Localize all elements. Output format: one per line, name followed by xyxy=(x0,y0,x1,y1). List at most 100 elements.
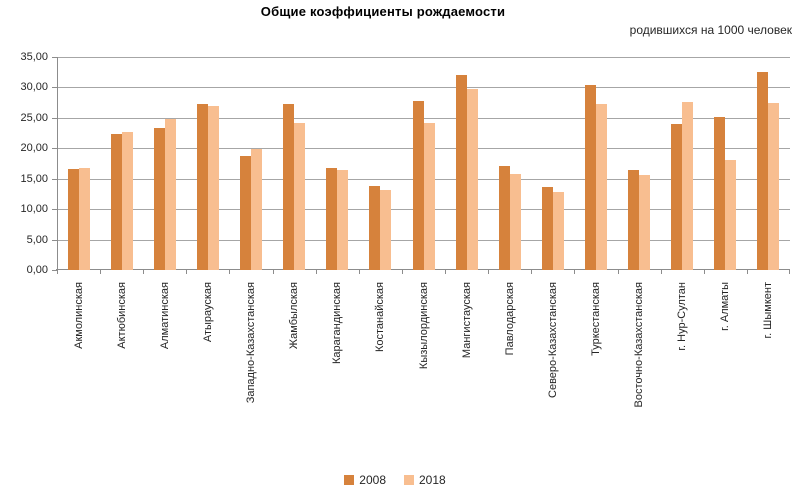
x-axis-label: Северо-Казахстанская xyxy=(546,282,559,398)
y-axis-tick xyxy=(52,270,57,271)
y-axis-tick xyxy=(52,209,57,211)
bar-2018-Восточно-Казахстанская xyxy=(639,175,651,270)
y-axis-tick-label: 5,00 xyxy=(26,233,48,246)
bar-2018-Западно-Казахстанская xyxy=(251,148,263,270)
x-axis-label: Туркестанская xyxy=(589,282,602,356)
x-axis-labels: Акмолинская Актюбинская Алматинская Атыраус… xyxy=(57,282,790,460)
x-axis-label: Жамбылская xyxy=(288,282,301,350)
x-axis-tick xyxy=(272,270,274,274)
chart-subtitle: родившихся на 1000 человек xyxy=(629,23,792,37)
x-axis-tick xyxy=(445,270,447,274)
x-axis-tick xyxy=(315,270,317,274)
bar-2008-Актюбинская xyxy=(110,133,122,270)
y-axis-tick-label: 30,00 xyxy=(20,81,48,94)
legend: 2008 2018 xyxy=(0,473,790,487)
y-axis-line xyxy=(57,57,58,270)
bar-2018-г. Нур-Султан xyxy=(682,102,694,270)
x-axis-label: Мангистауская xyxy=(460,282,473,359)
bar-2018-Акмолинская xyxy=(78,168,90,270)
x-axis-label: Карагандинская xyxy=(331,282,344,364)
bar-2018-г. Шымкент xyxy=(768,103,780,270)
gridline xyxy=(57,57,790,58)
x-axis-tick xyxy=(746,270,748,274)
x-axis-tick xyxy=(143,270,145,274)
x-axis-label: Восточно-Казахстанская xyxy=(633,282,646,408)
legend-item-2008: 2008 xyxy=(344,473,386,487)
x-axis-tick xyxy=(703,270,705,274)
x-axis-tick xyxy=(358,270,360,274)
y-axis-labels: 0,00 5,00 10,00 15,00 20,00 25,00 30,00 35,00 xyxy=(0,51,48,276)
bar-2008-Акмолинская xyxy=(67,168,79,270)
x-axis-label: Актюбинская xyxy=(115,282,128,349)
legend-item-2018: 2018 xyxy=(404,473,446,487)
gridline xyxy=(57,87,790,89)
bar-2008-Восточно-Казахстанская xyxy=(628,169,640,270)
bar-2008-Мангистауская xyxy=(455,75,467,270)
bar-2018-г. Алматы xyxy=(725,160,737,270)
x-axis-tick xyxy=(531,270,533,274)
x-axis-tick xyxy=(660,270,662,274)
x-axis-label: Атырауская xyxy=(201,282,214,343)
bar-2018-Карагандинская xyxy=(337,170,349,270)
x-axis-tick xyxy=(229,270,231,274)
y-axis-tick xyxy=(52,117,57,119)
plot-area xyxy=(52,57,790,274)
bar-2018-Павлодарская xyxy=(509,174,521,270)
legend-swatch-2018 xyxy=(404,475,414,485)
bar-2008-Карагандинская xyxy=(326,167,338,270)
x-axis-label: Западно-Казахстанская xyxy=(245,282,258,404)
bar-2018-Мангистауская xyxy=(466,88,478,270)
x-axis-label: Костанайская xyxy=(374,282,387,353)
x-axis-tick xyxy=(488,270,490,274)
y-axis-tick-label: 0,00 xyxy=(26,264,48,276)
bar-2008-г. Нур-Султан xyxy=(671,123,683,270)
bar-2008-Туркестанская xyxy=(584,85,596,270)
y-axis-tick-label: 20,00 xyxy=(20,142,48,155)
gridline xyxy=(57,117,790,119)
y-axis-tick xyxy=(52,239,57,241)
bar-2008-Алматинская xyxy=(153,127,165,270)
bar-2008-Павлодарская xyxy=(498,165,510,270)
x-axis-tick xyxy=(401,270,403,274)
bar-2008-Атырауская xyxy=(196,103,208,270)
x-axis-label: г. Алматы xyxy=(719,282,732,331)
y-axis-tick-label: 35,00 xyxy=(20,51,48,63)
x-axis-tick xyxy=(57,270,58,274)
bar-2008-г. Шымкент xyxy=(757,72,769,270)
y-axis-tick xyxy=(52,178,57,180)
bar-2018-Актюбинская xyxy=(121,132,133,270)
x-axis-label: г. Нур-Султан xyxy=(676,282,689,351)
bar-2008-Жамбылская xyxy=(283,103,295,270)
y-axis-tick xyxy=(52,87,57,89)
y-axis-tick-label: 15,00 xyxy=(20,172,48,185)
bar-2018-Кызылординская xyxy=(423,122,435,270)
bar-2018-Жамбылская xyxy=(294,122,306,270)
bar-2008-Западно-Казахстанская xyxy=(240,156,252,270)
y-axis-tick-label: 25,00 xyxy=(20,111,48,124)
bar-2018-Алматинская xyxy=(164,119,176,270)
legend-label-2018: 2018 xyxy=(419,473,446,487)
x-axis-tick xyxy=(617,270,619,274)
legend-label-2008: 2008 xyxy=(359,473,386,487)
bar-2018-Северо-Казахстанская xyxy=(552,191,564,270)
x-axis-tick xyxy=(100,270,102,274)
x-axis-tick xyxy=(789,270,790,274)
x-axis-label: г. Шымкент xyxy=(762,282,775,339)
x-axis-label: Кызылординская xyxy=(417,282,430,370)
bar-2018-Атырауская xyxy=(207,105,219,270)
bar-2008-г. Алматы xyxy=(714,117,726,270)
x-axis-label: Алматинская xyxy=(158,282,171,350)
chart-title: Общие коэффициенты рождаемости xyxy=(260,4,506,19)
x-axis-label: Павлодарская xyxy=(503,282,516,356)
bar-2018-Туркестанская xyxy=(595,103,607,270)
bar-2008-Костанайская xyxy=(369,186,381,270)
y-axis-tick-label: 10,00 xyxy=(20,203,48,216)
x-axis-label: Акмолинская xyxy=(72,282,85,349)
legend-swatch-2008 xyxy=(344,475,355,485)
bar-2008-Кызылординская xyxy=(412,100,424,270)
bar-2018-Костанайская xyxy=(380,190,392,270)
bar-2008-Северо-Казахстанская xyxy=(541,186,553,270)
y-axis-tick xyxy=(52,57,57,58)
y-axis-tick xyxy=(52,148,57,150)
